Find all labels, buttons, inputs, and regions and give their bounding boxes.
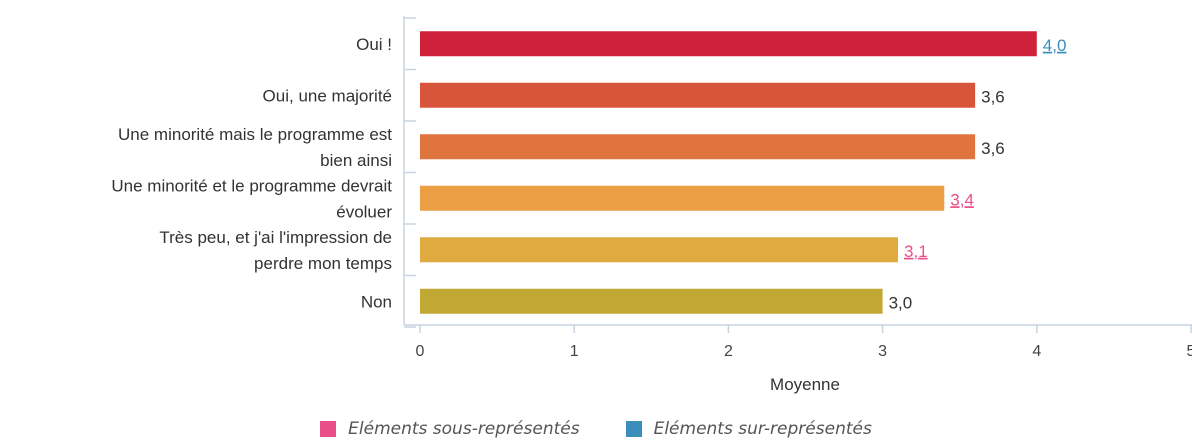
bar bbox=[420, 31, 1037, 57]
x-tick-label: 1 bbox=[570, 343, 579, 360]
bar bbox=[420, 288, 883, 314]
bar bbox=[420, 185, 945, 211]
category-label: Oui ! bbox=[356, 35, 392, 54]
value-label: 3,4 bbox=[950, 190, 974, 209]
value-label: 3,0 bbox=[889, 293, 913, 312]
legend-label-under: Eléments sous-représentés bbox=[348, 419, 580, 439]
x-axis-title: Moyenne bbox=[770, 375, 840, 394]
legend-item-under-represented[interactable]: Eléments sous-représentés bbox=[320, 419, 580, 439]
category-label: Très peu, et j'ai l'impression de perdre … bbox=[159, 228, 392, 273]
legend-swatch-over bbox=[625, 421, 642, 437]
x-tick-label: 2 bbox=[724, 343, 733, 360]
legend: Eléments sous-représentés Eléments sur-r… bbox=[0, 417, 1192, 441]
value-label: 4,0 bbox=[1043, 36, 1067, 55]
value-label: 3,6 bbox=[981, 87, 1005, 106]
bar-chart: Oui ! 4,0 Oui, une majorité 3,6 Une minorité… bbox=[111, 16, 1192, 394]
x-tick-label: 0 bbox=[416, 343, 425, 360]
category-label: Oui, une majorité bbox=[263, 86, 392, 105]
category-label: Non bbox=[361, 292, 392, 311]
bar bbox=[420, 82, 976, 108]
legend-label-over: Eléments sur-représentés bbox=[653, 419, 872, 439]
x-tick-label: 4 bbox=[1032, 343, 1041, 360]
x-tick-label: 5 bbox=[1187, 343, 1192, 360]
bar bbox=[420, 237, 899, 263]
category-label: Une minorité et le programme devrait évol… bbox=[111, 176, 392, 221]
legend-item-over-represented[interactable]: Eléments sur-représentés bbox=[625, 419, 872, 439]
value-label: 3,1 bbox=[904, 242, 928, 261]
legend-swatch-under bbox=[320, 421, 337, 437]
bar bbox=[420, 134, 976, 160]
value-label: 3,6 bbox=[981, 139, 1005, 158]
category-label: Une minorité mais le programme est bien a… bbox=[118, 125, 392, 170]
x-tick-label: 3 bbox=[878, 343, 887, 360]
